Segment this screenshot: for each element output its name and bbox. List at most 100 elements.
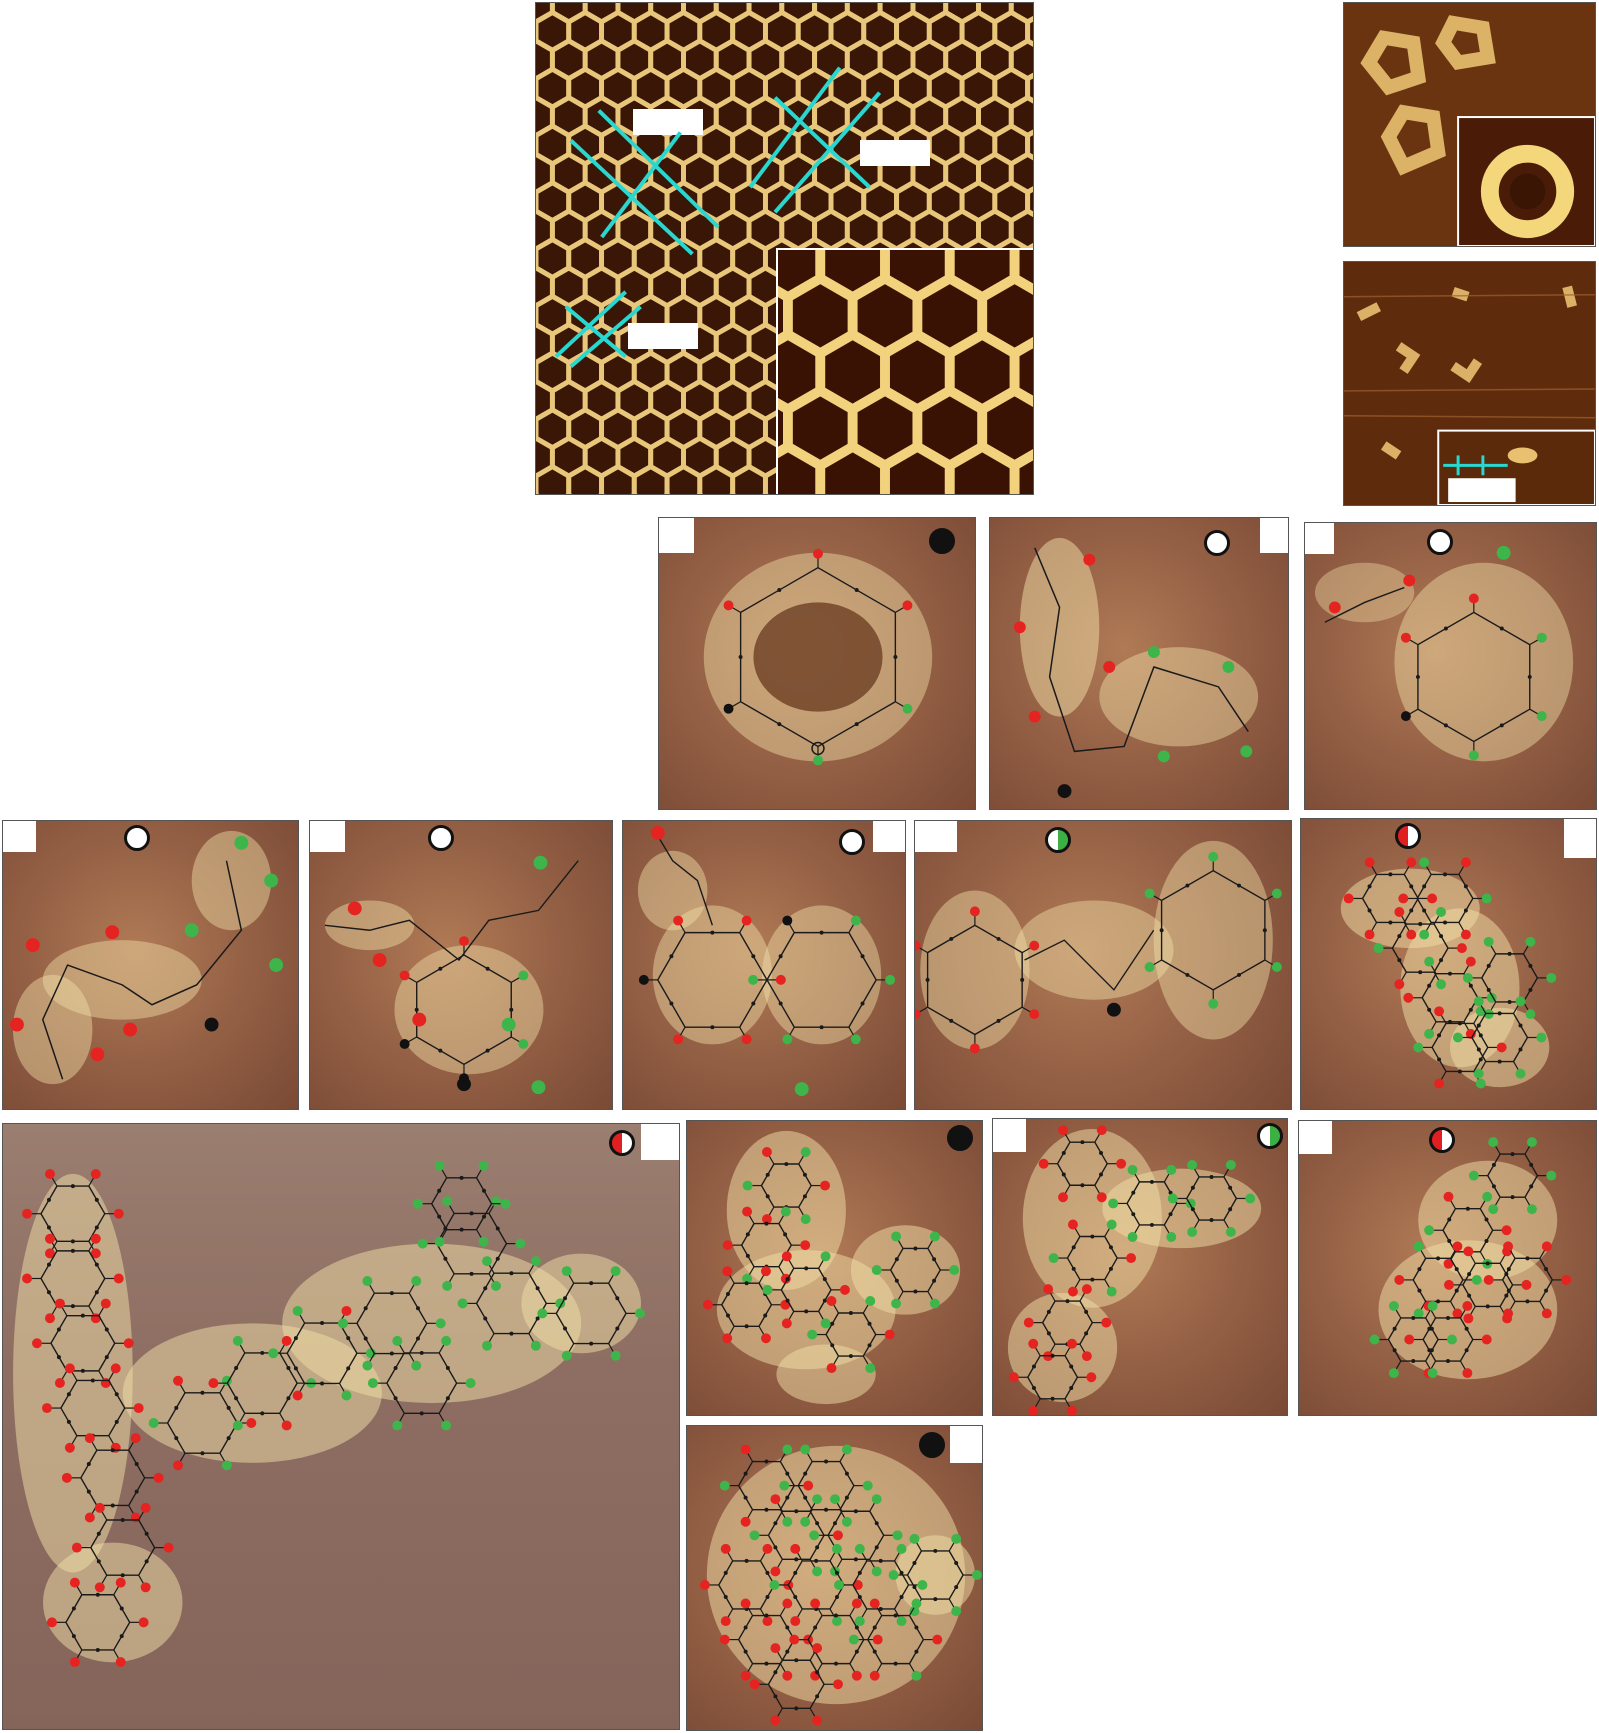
state-marker-icon [947, 1125, 973, 1151]
arrow-mark [914, 1649, 919, 1654]
node-dot [782, 1034, 793, 1045]
node-dot [723, 703, 734, 714]
node-dot [482, 1340, 493, 1351]
node-dot [911, 1670, 922, 1681]
arrow-mark [46, 1262, 51, 1267]
node-dot [412, 1198, 423, 1209]
arrow-mark [815, 1521, 820, 1526]
arrow-mark [932, 1257, 937, 1262]
arrow-mark [96, 1531, 101, 1536]
afm-bright-region [1102, 1168, 1262, 1249]
arrow-mark [495, 1256, 500, 1261]
node-dot [84, 1433, 95, 1444]
strand-chain [1024, 929, 1155, 991]
node-dot [362, 1276, 373, 1287]
node-dot [1419, 857, 1430, 868]
node-dot [699, 1579, 710, 1590]
node-dot [1106, 1286, 1117, 1297]
node-dot [762, 1284, 773, 1295]
arrow-mark [1422, 908, 1427, 913]
arrow-mark [785, 1471, 790, 1476]
node-dot [769, 1579, 780, 1590]
node-dot [872, 1634, 883, 1645]
arrow-mark [535, 1286, 540, 1291]
arrow-mark [893, 1613, 898, 1618]
node-dot [1526, 1204, 1537, 1215]
arrow-mark [773, 1521, 778, 1526]
node-dot [812, 1566, 823, 1577]
node-dot [635, 1308, 645, 1319]
scale-bar [860, 140, 930, 166]
arrow-mark [419, 1411, 424, 1416]
arrow-mark [844, 1495, 849, 1500]
node-dot [782, 915, 793, 926]
node-dot [1452, 1032, 1463, 1043]
node-dot [1468, 1170, 1479, 1181]
node-dot [153, 1472, 164, 1483]
strand-ring [1431, 1022, 1489, 1073]
node-dot [1328, 601, 1341, 614]
arrow-mark [893, 1661, 898, 1666]
arrow-mark [437, 1188, 442, 1193]
node-dot [1434, 1078, 1445, 1089]
arrow-mark [794, 1509, 799, 1514]
node-dot [800, 1444, 811, 1455]
node-dot [1436, 979, 1447, 990]
state-marker-icon [609, 1130, 635, 1156]
afm-bright-region [850, 1225, 961, 1315]
node-dot [1166, 1232, 1177, 1242]
node-dot [850, 915, 861, 926]
arrow-mark [1046, 1309, 1051, 1314]
arrow-mark [459, 1227, 464, 1232]
node-dot [722, 1333, 733, 1344]
arrow-mark [783, 1232, 788, 1237]
node-dot [1222, 661, 1235, 673]
afm-bright-region [1022, 1128, 1162, 1308]
arrow-mark [867, 1321, 872, 1326]
arrow-mark [793, 1570, 798, 1575]
arrow-mark [1457, 1069, 1462, 1074]
node-dot [1473, 1068, 1484, 1079]
arrow-mark [785, 1625, 790, 1630]
node-dot [1413, 1042, 1424, 1053]
state-marker-icon [1204, 530, 1230, 556]
afm-bright-region [652, 905, 772, 1045]
node-dot [457, 1077, 471, 1092]
node-dot [281, 1420, 292, 1431]
node-dot [742, 1206, 753, 1217]
arrow-mark [1467, 1293, 1472, 1298]
node-dot [1427, 1301, 1438, 1311]
node-dot [869, 1670, 880, 1681]
arrow-mark [320, 1381, 325, 1386]
node-dot [1488, 1137, 1499, 1148]
arrow-mark [70, 1239, 75, 1244]
node-dot [929, 1231, 940, 1242]
arrow-mark [416, 1336, 420, 1341]
arrow-mark [933, 1597, 938, 1602]
arrow-mark [1168, 1212, 1173, 1217]
arrow-mark [1131, 1190, 1136, 1195]
arrow-mark [485, 966, 490, 971]
arrow-mark [509, 1007, 514, 1012]
arrow-mark [949, 1018, 954, 1023]
node-dot [123, 1338, 134, 1349]
node-dot [1364, 929, 1375, 940]
arrow-mark [70, 1184, 75, 1189]
node-dot [1462, 1301, 1473, 1311]
node-dot [781, 1251, 792, 1262]
arrow-mark [912, 1585, 917, 1590]
node-dot [850, 1034, 861, 1045]
node-dot [865, 1363, 876, 1374]
arrow-mark [1388, 872, 1393, 877]
node-dot [762, 1616, 773, 1627]
arrow-mark [389, 1291, 394, 1296]
arrow-mark [725, 1313, 730, 1318]
afm-bright-region [762, 905, 882, 1045]
node-dot [1481, 893, 1492, 904]
arrow-mark [1061, 1150, 1066, 1155]
state-marker-icon [1257, 1123, 1283, 1149]
honeycomb-cell [1009, 449, 1033, 494]
node-dot [1413, 1241, 1424, 1252]
node-dot [1546, 1170, 1557, 1181]
node-dot [888, 1570, 899, 1580]
